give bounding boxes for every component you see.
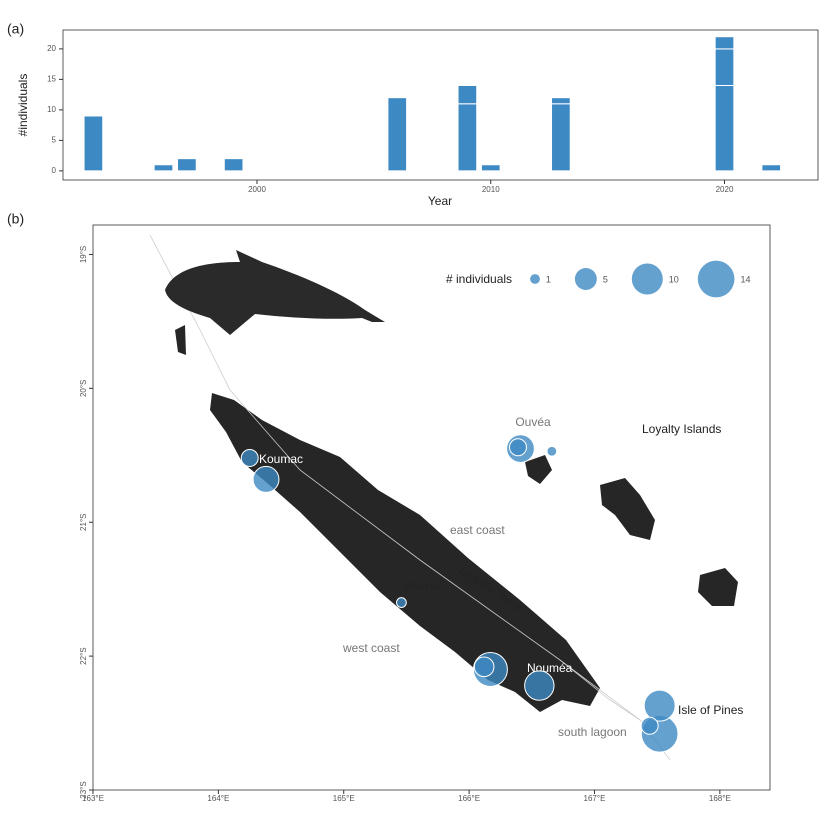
bar-segment bbox=[83, 115, 104, 172]
bubble bbox=[509, 438, 527, 457]
annotation: east coast bbox=[450, 523, 505, 537]
x-tick-label: 2010 bbox=[482, 185, 500, 194]
y-tick-label: 10 bbox=[47, 105, 56, 114]
legend-label: 14 bbox=[740, 274, 750, 284]
x-tick-label: 163°E bbox=[82, 794, 104, 803]
legend-label: 10 bbox=[669, 274, 679, 284]
panel-a-frame bbox=[62, 29, 819, 181]
legend-title: # individuals bbox=[446, 272, 512, 286]
annotation: Bourail bbox=[404, 579, 441, 593]
bar-segment bbox=[153, 164, 174, 172]
annotation: south lagoon bbox=[558, 725, 627, 739]
x-tick-label: 167°E bbox=[584, 794, 606, 803]
legend-key bbox=[530, 274, 540, 284]
y-axis-title: #individuals bbox=[16, 74, 30, 137]
legend-label: 1 bbox=[546, 274, 551, 284]
bubble bbox=[252, 465, 280, 493]
legend-key bbox=[631, 263, 663, 295]
y-tick-label: 19°S bbox=[79, 246, 88, 263]
y-tick-label: 20 bbox=[47, 44, 56, 53]
y-tick-label: 20°S bbox=[79, 380, 88, 397]
legend-key bbox=[697, 260, 735, 298]
panel-label: (b) bbox=[7, 211, 24, 227]
bubble bbox=[643, 689, 676, 722]
x-tick-label: 2000 bbox=[248, 185, 266, 194]
bubble bbox=[524, 670, 555, 701]
bar-segment bbox=[714, 48, 735, 86]
x-tick-label: 164°E bbox=[207, 794, 229, 803]
bubble bbox=[473, 656, 495, 678]
x-tick-label: 168°E bbox=[709, 794, 731, 803]
bar-segment bbox=[714, 36, 735, 50]
bar-segment bbox=[457, 84, 478, 105]
annotation: west coast bbox=[342, 641, 400, 655]
x-tick-label: 165°E bbox=[333, 794, 355, 803]
bubble bbox=[240, 448, 259, 467]
panel-b-frame bbox=[92, 224, 771, 791]
annotation: Loyalty Islands bbox=[642, 422, 721, 436]
bar-segment bbox=[761, 164, 782, 172]
y-tick-label: 0 bbox=[52, 166, 57, 175]
bar-segment bbox=[457, 103, 478, 172]
bar-segment bbox=[551, 103, 571, 172]
annotation: Ouvéa bbox=[515, 415, 551, 429]
legend-key bbox=[574, 268, 597, 290]
x-tick-label: 2020 bbox=[716, 185, 734, 194]
bar-segment bbox=[223, 158, 244, 172]
bar-segment bbox=[480, 164, 501, 172]
annotation: Koumac bbox=[259, 452, 303, 466]
y-tick-label: 22°S bbox=[79, 647, 88, 664]
whale-illustration bbox=[165, 250, 385, 335]
legend-label: 5 bbox=[603, 274, 608, 284]
bubble bbox=[396, 597, 407, 608]
bar-segment bbox=[387, 97, 408, 172]
bubble bbox=[640, 716, 659, 735]
annotation: Isle of Pines bbox=[678, 703, 743, 717]
panel-label: (a) bbox=[7, 21, 24, 37]
y-tick-label: 5 bbox=[52, 135, 57, 144]
land bbox=[175, 325, 738, 712]
bar-segment bbox=[714, 84, 735, 172]
bubble bbox=[546, 445, 558, 457]
x-axis-title: Year bbox=[428, 194, 452, 208]
reef-outline bbox=[149, 234, 671, 761]
bar-segment bbox=[177, 158, 197, 172]
bar-segment bbox=[551, 97, 571, 105]
x-tick-label: 166°E bbox=[458, 794, 480, 803]
y-tick-label: 21°S bbox=[79, 514, 88, 531]
y-tick-label: 23°S bbox=[79, 781, 88, 798]
y-tick-label: 15 bbox=[47, 74, 56, 83]
